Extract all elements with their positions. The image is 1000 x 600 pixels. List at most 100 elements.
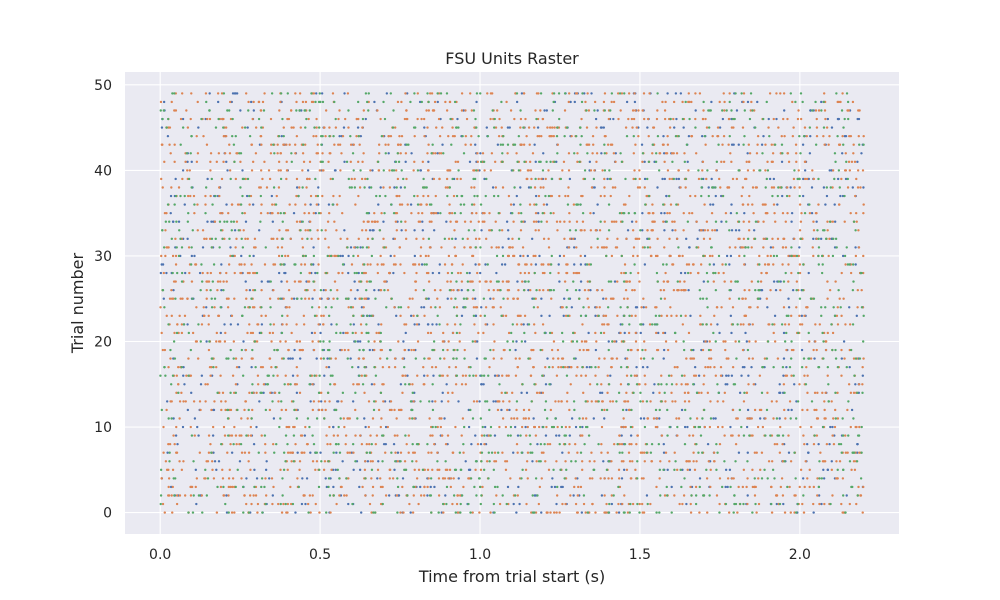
spike-point [396, 485, 400, 489]
spike-point [200, 263, 203, 266]
spike-point [431, 323, 434, 326]
spike-point [492, 468, 496, 472]
spike-point [242, 340, 245, 343]
spike-point [233, 271, 236, 275]
spike-point [615, 400, 618, 403]
spike-point [430, 451, 433, 454]
spike-point [673, 365, 677, 369]
spike-point [734, 460, 737, 463]
spike-point [290, 160, 293, 164]
spike-point [383, 246, 386, 249]
spike-point [712, 280, 715, 283]
spike-point [326, 220, 330, 223]
spike-point [469, 408, 472, 412]
spike-point [531, 152, 535, 155]
spike-point [727, 143, 730, 146]
spike-point [312, 280, 315, 283]
spike-point [358, 348, 361, 352]
spike-point [596, 237, 599, 241]
spike-point [290, 460, 293, 463]
spike-point [313, 288, 316, 292]
spike-point [160, 331, 163, 335]
spike-point [346, 237, 349, 241]
spike-point [452, 288, 455, 292]
spike-point [690, 348, 694, 352]
spike-point [639, 400, 642, 403]
spike-point [161, 186, 164, 189]
spike-point [422, 288, 426, 292]
spike-point [227, 477, 231, 480]
spike-point [855, 460, 859, 463]
spike-point [541, 271, 545, 275]
spike-point [230, 434, 234, 437]
spike-point [358, 340, 362, 343]
spike-point [716, 425, 720, 429]
spike-point [734, 340, 737, 343]
spike-point [168, 451, 171, 454]
spike-point [260, 143, 263, 146]
spike-point [599, 194, 602, 198]
spike-point [552, 357, 555, 360]
spike-point [253, 468, 256, 472]
spike-point [381, 485, 384, 489]
spike-point [480, 460, 483, 463]
spike-point [474, 468, 477, 472]
spike-point [195, 340, 199, 343]
spike-point [520, 425, 524, 429]
spike-point [642, 357, 646, 360]
spike-point [748, 434, 751, 437]
spike-point [747, 383, 750, 386]
spike-point [370, 254, 374, 258]
spike-point [263, 434, 267, 437]
spike-point [387, 494, 391, 497]
spike-point [218, 271, 222, 275]
spike-point [284, 408, 288, 412]
spike-point [676, 434, 679, 437]
spike-point [862, 186, 865, 189]
spike-point [536, 306, 539, 309]
spike-point [682, 288, 685, 292]
spike-point [322, 357, 325, 360]
spike-point [279, 468, 282, 472]
spike-point [280, 511, 284, 514]
spike-point [241, 314, 244, 318]
spike-point [349, 357, 352, 360]
spike-point [840, 502, 843, 506]
spike-point [589, 288, 592, 292]
spike-point [464, 306, 467, 309]
spike-point [728, 288, 731, 292]
spike-point [187, 177, 191, 181]
spike-point [439, 357, 442, 360]
spike-point [259, 194, 263, 198]
spike-point [406, 203, 409, 206]
spike-point [779, 485, 783, 489]
spike-point [822, 477, 826, 480]
spike-point [859, 271, 863, 275]
spike-point [512, 417, 516, 420]
spike-point [233, 254, 236, 258]
spike-point [354, 331, 357, 335]
spike-point [324, 306, 328, 309]
spike-point [717, 177, 721, 181]
spike-point [715, 494, 719, 497]
spike-point [238, 434, 241, 437]
spike-point [295, 186, 299, 189]
spike-point [284, 460, 287, 463]
spike-point [683, 425, 687, 429]
spike-point [416, 169, 420, 172]
spike-point [784, 417, 787, 420]
spike-point [724, 211, 728, 215]
spike-point [781, 152, 784, 155]
spike-point [564, 314, 568, 318]
spike-point [680, 383, 683, 386]
spike-point [835, 460, 838, 463]
spike-point [451, 391, 454, 395]
spike-point [759, 468, 762, 472]
spike-point [856, 160, 859, 164]
spike-point [447, 254, 451, 258]
spike-point [794, 143, 798, 146]
spike-point [665, 152, 669, 155]
spike-point [338, 494, 341, 497]
spike-point [211, 280, 215, 283]
spike-point [783, 340, 787, 343]
